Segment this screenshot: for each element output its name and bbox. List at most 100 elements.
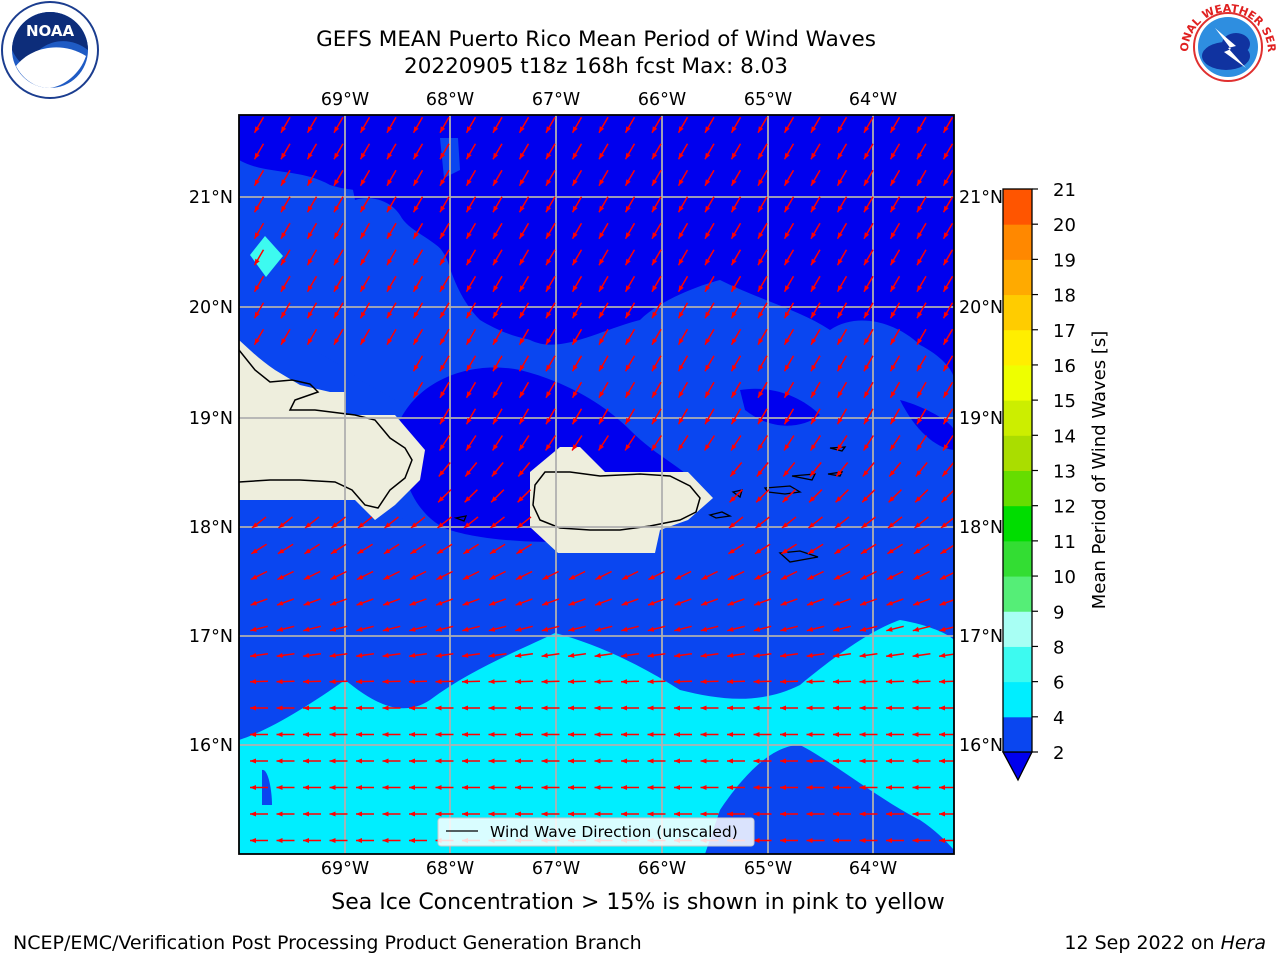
wind-arrow-head <box>303 679 310 685</box>
lon-label-top: 68°W <box>426 90 474 110</box>
wind-arrow-head <box>917 391 923 398</box>
lon-label-top: 67°W <box>532 90 580 110</box>
wind-arrow-head <box>913 574 920 580</box>
wind-arrow-head <box>435 785 442 790</box>
wind-arrow-head <box>859 811 866 817</box>
wind-arrow-head <box>276 679 283 685</box>
wind-arrow-head <box>466 417 472 425</box>
wind-arrow-head <box>252 522 259 529</box>
wind-arrow-head <box>836 470 842 477</box>
wind-arrow-head <box>413 285 419 292</box>
colorbar-tick-label: 21 <box>1053 180 1076 201</box>
wind-arrow-head <box>542 600 549 606</box>
wind-arrow-head <box>943 364 949 372</box>
wind-arrow-head <box>303 758 309 764</box>
wind-arrow-head <box>859 732 866 737</box>
wind-arrow-head <box>705 258 711 266</box>
wind-arrow-head <box>859 705 866 711</box>
wind-arrow-head <box>435 679 442 685</box>
wind-arrow-head <box>254 311 260 319</box>
wind-arrow-head <box>890 126 896 133</box>
wind-arrow-head <box>519 152 525 160</box>
wind-arrow-head <box>546 232 552 239</box>
wind-arrow-head <box>329 652 336 658</box>
wind-arrow-head <box>625 391 631 398</box>
wind-arrow-head <box>464 496 471 503</box>
colorbar-tick-label: 18 <box>1053 286 1076 307</box>
wind-arrow-head <box>360 258 366 266</box>
wind-arrow-head <box>758 338 764 345</box>
wind-arrow-head <box>594 626 602 632</box>
wind-arrow-head <box>833 758 839 764</box>
wind-arrow-head <box>811 391 817 398</box>
wind-arrow-head <box>281 126 287 133</box>
wind-arrow-head <box>250 626 257 632</box>
wind-arrow-head <box>784 311 790 319</box>
wind-arrow-head <box>334 232 340 239</box>
wind-arrow-head <box>914 522 921 529</box>
wind-arrow-head <box>329 838 336 843</box>
wind-arrow-head <box>727 574 735 580</box>
wind-arrow-head <box>864 258 870 266</box>
wind-arrow-head <box>811 364 817 372</box>
wind-arrow-head <box>599 338 605 345</box>
wind-arrow-head <box>912 732 919 737</box>
wind-arrow-head <box>488 652 495 658</box>
wind-arrow-head <box>276 838 283 843</box>
wind-arrow-head <box>492 444 498 451</box>
wind-arrow-head <box>599 285 605 292</box>
wind-arrow-head <box>727 679 734 685</box>
wind-arrow-head <box>780 838 786 843</box>
wind-arrow-head <box>811 338 817 345</box>
wind-arrow-head <box>466 205 472 213</box>
wind-arrow-head <box>356 574 364 580</box>
wind-arrow-head <box>859 652 866 658</box>
wind-arrow-head <box>515 758 521 764</box>
wind-arrow-head <box>859 758 866 764</box>
wind-arrow-head <box>781 548 788 554</box>
wind-arrow-head <box>757 444 763 451</box>
wind-arrow-head <box>862 496 869 503</box>
wind-arrow-head <box>546 417 552 425</box>
wind-arrow-head <box>782 522 789 529</box>
wind-arrow-head <box>360 126 366 133</box>
wind-arrow-head <box>254 285 260 292</box>
wind-arrow-head <box>278 522 285 529</box>
wind-arrow-head <box>250 785 256 790</box>
wind-arrow-head <box>674 705 680 711</box>
wind-arrow-head <box>727 758 733 764</box>
wind-arrow-head <box>387 285 393 292</box>
wind-arrow-head <box>890 311 896 319</box>
wind-arrow-head <box>625 338 631 345</box>
wind-arrow-head <box>515 679 522 685</box>
wind-arrow-head <box>329 732 336 737</box>
wind-arrow-head <box>357 548 364 554</box>
wind-arrow-head <box>943 179 949 186</box>
wind-arrow-head <box>917 285 923 292</box>
wind-arrow-head <box>254 205 260 213</box>
wind-arrow-head <box>599 391 605 398</box>
wind-arrow-head <box>755 522 762 529</box>
wind-arrow-head <box>837 205 843 213</box>
wind-arrow-head <box>700 785 707 790</box>
wind-arrow-head <box>811 285 817 292</box>
wind-arrow-head <box>806 705 813 711</box>
wind-arrow-head <box>886 652 893 658</box>
wind-arrow-head <box>488 705 495 711</box>
wind-arrow-head <box>413 391 419 398</box>
wind-arrow-head <box>939 600 947 606</box>
wind-arrow-head <box>625 232 631 239</box>
colorbar-tick-label: 6 <box>1053 673 1064 694</box>
wind-arrow-head <box>360 338 366 345</box>
wind-arrow-head <box>599 364 605 372</box>
wind-arrow-head <box>250 705 256 711</box>
lat-label-left: 21°N <box>189 188 233 208</box>
wind-arrow-head <box>329 679 336 685</box>
wind-arrow-head <box>541 705 548 711</box>
wind-arrow-head <box>886 574 894 580</box>
wind-arrow-head <box>440 338 446 345</box>
colorbar-tick-label: 15 <box>1053 391 1076 412</box>
wind-arrow-head <box>334 311 340 319</box>
wind-arrow-head <box>493 232 499 239</box>
wind-arrow-head <box>250 758 256 764</box>
